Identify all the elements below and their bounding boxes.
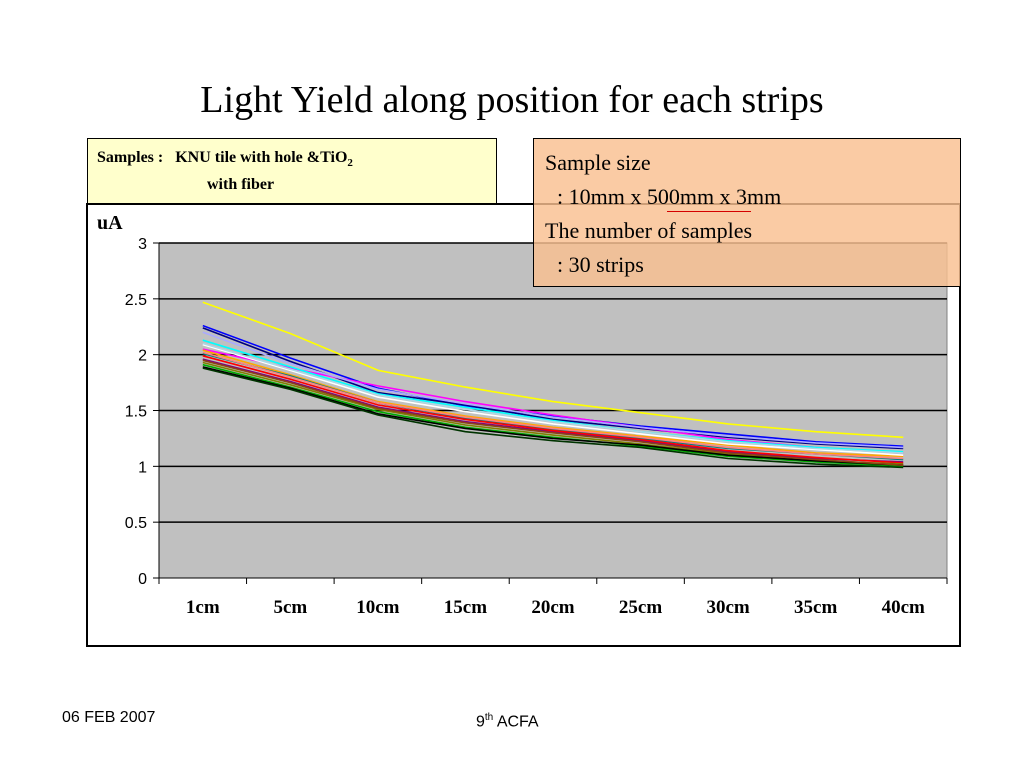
series-line-16	[202, 359, 904, 466]
samples-subscript: 2	[347, 157, 353, 170]
y-tick-label: 2	[138, 348, 147, 365]
slide-title: Light Yield along position for each stri…	[200, 79, 824, 121]
series-line-6	[202, 339, 904, 453]
footer-date: 06 FEB 2007	[62, 709, 156, 726]
samples-line-1: Samples : KNU tile with hole &TiO2	[97, 147, 496, 174]
series-line-13	[202, 363, 904, 468]
series-line-10	[202, 358, 904, 463]
samples-description-box: Samples : KNU tile with hole &TiO2 with …	[87, 138, 497, 204]
y-tick-label: 1	[138, 459, 147, 476]
footer-conf-superscript: th	[484, 712, 494, 723]
series-line-2	[202, 324, 904, 447]
samples-text: KNU tile with hole &TiO	[175, 149, 348, 166]
x-tick-label: 5cm	[273, 597, 307, 618]
size-line-3: The number of samples	[545, 218, 753, 243]
footer-conf-text: ACFA	[493, 713, 539, 731]
footer-conference: 9th ACFA	[476, 708, 539, 732]
samples-prefix: Samples :	[97, 149, 164, 166]
x-tick-label: 1cm	[186, 597, 220, 618]
size-line-2: : 10mm x 500mm x 3mm	[557, 184, 782, 209]
y-tick-label: 1.5	[125, 404, 147, 421]
x-tick-label: 10cm	[356, 597, 399, 618]
red-underline-mark	[667, 211, 751, 212]
x-tick-label: 20cm	[531, 597, 574, 618]
series-line-7	[202, 349, 904, 458]
y-tick-label: 3	[138, 236, 147, 253]
series-line-18	[202, 351, 904, 460]
sample-size-box: Sample size : 10mm x 500mm x 3mm The num…	[533, 138, 961, 287]
line-chart: uA 0 0.5 1 1.5 2 2.5 3 1cm 5cm 10cm 15cm 20cm 25cm 30…	[97, 212, 948, 618]
x-tick-label: 40cm	[882, 597, 925, 618]
samples-line-2: with fiber	[207, 176, 275, 194]
size-line-1: Sample size	[545, 150, 651, 175]
series-line-15	[202, 367, 904, 469]
x-tick-label: 30cm	[706, 597, 749, 618]
size-line-4: : 30 strips	[557, 252, 644, 277]
series-line-1	[202, 301, 904, 439]
series-line-11	[202, 355, 904, 464]
series-line-5	[202, 331, 904, 449]
footer-conf-number: 9	[476, 713, 485, 731]
series-line-17	[202, 342, 904, 454]
series-line-9	[202, 343, 904, 456]
x-tick-label: 35cm	[794, 597, 837, 618]
x-tick-label: 15cm	[444, 597, 487, 618]
y-tick-label: 0.5	[125, 515, 147, 532]
x-tick-label: 25cm	[619, 597, 662, 618]
y-axis-unit-label: uA	[97, 212, 123, 234]
y-tick-label: 2.5	[125, 292, 147, 309]
y-tick-label: 0	[138, 571, 147, 588]
series-line-14	[202, 366, 904, 466]
